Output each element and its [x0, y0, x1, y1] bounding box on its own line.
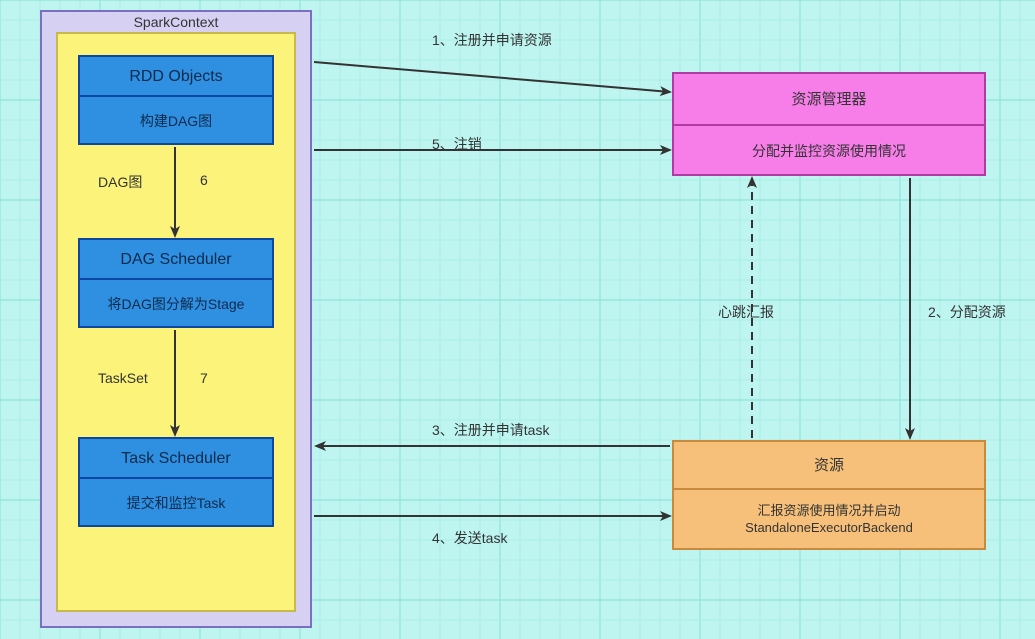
dag-label: DAG图 — [98, 172, 142, 192]
resource-title: 资源 — [674, 442, 984, 490]
task-scheduler-sub: 提交和监控Task — [80, 479, 272, 527]
dag-scheduler-title: DAG Scheduler — [80, 240, 272, 280]
resource-manager-box: 资源管理器 分配并监控资源使用情况 — [672, 72, 986, 176]
edge-label-2-allocate: 2、分配资源 — [928, 302, 1006, 322]
taskset-label: TaskSet — [98, 370, 148, 386]
sparkcontext-title: SparkContext — [42, 14, 310, 30]
dag-scheduler-sub: 将DAG图分解为Stage — [80, 280, 272, 328]
edge-label-3-task: 3、注册并申请task — [432, 420, 549, 440]
rdd-objects-title: RDD Objects — [80, 57, 272, 97]
dag-step-number: 6 — [200, 172, 208, 188]
task-scheduler-title: Task Scheduler — [80, 439, 272, 479]
resource-box: 资源 汇报资源使用情况并启动StandaloneExecutorBackend — [672, 440, 986, 550]
taskset-step-number: 7 — [200, 370, 208, 386]
resource-manager-sub: 分配并监控资源使用情况 — [674, 126, 984, 176]
resource-sub: 汇报资源使用情况并启动StandaloneExecutorBackend — [674, 490, 984, 550]
edge-label-1-register: 1、注册并申请资源 — [432, 30, 552, 50]
resource-manager-title: 资源管理器 — [674, 74, 984, 126]
dag-scheduler-box: DAG Scheduler 将DAG图分解为Stage — [78, 238, 274, 328]
edge-label-heartbeat: 心跳汇报 — [718, 302, 774, 322]
rdd-objects-sub: 构建DAG图 — [80, 97, 272, 145]
rdd-objects-box: RDD Objects 构建DAG图 — [78, 55, 274, 145]
edge-label-5-logout: 5、注销 — [432, 134, 482, 154]
edge-label-4-send: 4、发送task — [432, 528, 507, 548]
task-scheduler-box: Task Scheduler 提交和监控Task — [78, 437, 274, 527]
